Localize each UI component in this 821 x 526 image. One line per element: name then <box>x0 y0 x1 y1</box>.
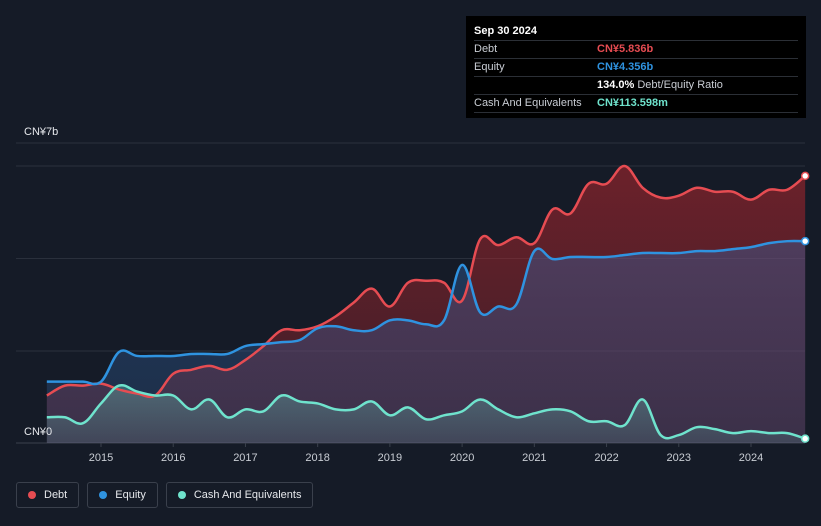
debt-end-marker <box>800 171 810 181</box>
tooltip-cash-value: CN¥113.598m <box>597 97 668 109</box>
x-tick-label: 2023 <box>667 452 691 464</box>
x-tick-label: 2019 <box>378 452 402 464</box>
x-tick-label: 2016 <box>161 452 185 464</box>
equity-dot-icon <box>99 491 108 499</box>
tooltip-cash-row: Cash And Equivalents CN¥113.598m <box>474 94 798 113</box>
tooltip-ratio-row: 134.0% Debt/Equity Ratio <box>474 76 798 94</box>
legend-equity-label: Equity <box>115 489 146 501</box>
tooltip-debt-row: Debt CN¥5.836b <box>474 40 798 58</box>
tooltip-ratio-label: Debt/Equity Ratio <box>637 79 723 91</box>
tooltip-date: Sep 30 2024 <box>474 25 537 37</box>
cash-area <box>46 385 806 443</box>
equity-area <box>46 241 806 443</box>
debt-dot-icon <box>28 491 36 499</box>
tooltip-ratio-value: 134.0% <box>597 79 635 91</box>
x-tick-label: 2015 <box>89 452 113 464</box>
tooltip-debt-value: CN¥5.836b <box>597 43 654 55</box>
legend-item-cash[interactable]: Cash And Equivalents <box>165 482 314 508</box>
x-tick-label: 2024 <box>739 452 763 464</box>
x-tick-label: 2018 <box>305 452 329 464</box>
legend-item-equity[interactable]: Equity <box>87 482 158 508</box>
cash-end-marker <box>800 434 810 443</box>
tooltip-debt-label: Debt <box>474 43 498 55</box>
cash-dot-icon <box>177 491 186 499</box>
legend-item-debt[interactable]: Debt <box>16 482 80 508</box>
tooltip-panel: Sep 30 2024 Debt CN¥5.836b Equity CN¥4.3… <box>466 16 806 118</box>
cash-line <box>46 383 806 440</box>
tooltip-cash-label: Cash And Equivalents <box>474 97 582 109</box>
debt-line <box>46 164 806 399</box>
legend-debt-label: Debt <box>44 489 68 501</box>
y-tick-label: CN¥7b <box>24 126 58 138</box>
x-tick-label: 2022 <box>594 452 618 464</box>
tooltip-ratio-spacer <box>474 77 597 94</box>
tooltip-equity-value: CN¥4.356b <box>597 61 654 73</box>
x-tick-label: 2021 <box>522 452 546 464</box>
tooltip-equity-row: Equity CN¥4.356b <box>474 58 798 76</box>
x-tick-label: 2017 <box>233 452 257 464</box>
equity-end-marker <box>800 236 810 246</box>
y-tick-label: CN¥0 <box>24 426 52 438</box>
tooltip-equity-label: Equity <box>474 61 505 73</box>
chart-legend: Debt Equity Cash And Equivalents <box>16 482 314 508</box>
legend-cash-label: Cash And Equivalents <box>193 489 302 501</box>
x-tick-label: 2020 <box>450 452 474 464</box>
equity-line <box>46 239 806 386</box>
